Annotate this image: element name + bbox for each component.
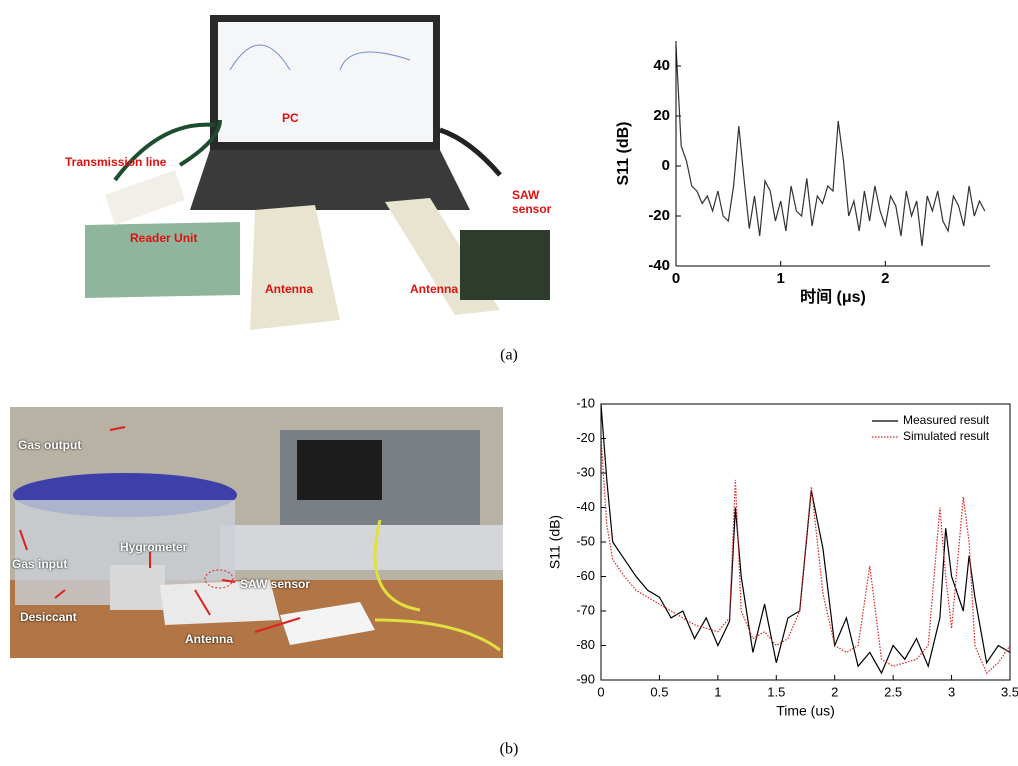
- axes-frame: [600, 403, 1011, 681]
- y-tick-label: -70: [576, 602, 595, 617]
- photo-label: Reader Unit: [130, 231, 198, 245]
- x-axis-label: 时间 (μs): [800, 287, 866, 306]
- x-axis-label: Time (us): [776, 703, 835, 719]
- y-tick-label: -90: [576, 671, 595, 686]
- photo-label: Gas output: [18, 438, 82, 452]
- legend-label: Simulated result: [903, 429, 990, 443]
- y-tick-label: -60: [576, 568, 595, 583]
- y-axis-label: S11 (dB): [615, 121, 632, 185]
- x-tick-label: 2.5: [884, 684, 902, 699]
- y-tick-label: 40: [653, 57, 670, 74]
- y-axis-label: S11 (dB): [547, 515, 563, 569]
- caption: (b): [500, 741, 519, 758]
- chart: -40 -20 0 20 40 0 1 2 时间 (μs) S11 (dB): [615, 41, 990, 306]
- y-tick-label: -80: [576, 637, 595, 652]
- chart: -90 -80 -70 -60 -50 -40 -30 -20 -10 0 0.5 1 1.5 2 2.5 3…: [547, 395, 1018, 718]
- photo-a: [55, 10, 555, 335]
- y-tick-label: -10: [576, 395, 595, 410]
- y-tick-label: -20: [576, 430, 595, 445]
- data-line: [675, 45, 986, 247]
- y-tick-label: -40: [648, 257, 670, 274]
- photo-label: SAW sensor: [240, 577, 311, 591]
- y-tick-label: 20: [653, 107, 670, 124]
- photo-label: Antenna: [185, 632, 233, 646]
- photo-label: Gas input: [12, 557, 68, 571]
- data-line: [600, 403, 1011, 675]
- photo-label: Desiccant: [20, 610, 77, 624]
- y-tick-label: -30: [576, 464, 595, 479]
- photo-label: Antenna: [265, 282, 313, 296]
- y-tick-label: -20: [648, 207, 670, 224]
- x-tick-label: 3: [948, 684, 955, 699]
- x-tick-label: 0: [597, 684, 604, 699]
- photo-label: Transmission line: [65, 155, 167, 169]
- x-tick-label: 3.5: [1001, 684, 1018, 699]
- x-tick-label: 0: [672, 270, 680, 287]
- x-tick-label: 2: [881, 270, 889, 287]
- photo-label: SAW sensor: [512, 188, 552, 216]
- photo-label: PC: [282, 111, 299, 125]
- y-tick-label: -40: [576, 499, 595, 514]
- x-tick-label: 2: [831, 684, 838, 699]
- photo-b: [10, 407, 503, 658]
- photo-label: Hygrometer: [120, 540, 188, 554]
- x-tick-label: 0.5: [650, 684, 668, 699]
- y-tick-label: 0: [662, 157, 670, 174]
- x-tick-label: 1: [714, 684, 721, 699]
- photo-label: Antenna: [410, 282, 458, 296]
- caption: (a): [500, 347, 518, 364]
- x-tick-label: 1: [776, 270, 784, 287]
- legend-label: Measured result: [903, 413, 990, 427]
- y-tick-label: -50: [576, 533, 595, 548]
- x-tick-label: 1.5: [767, 684, 785, 699]
